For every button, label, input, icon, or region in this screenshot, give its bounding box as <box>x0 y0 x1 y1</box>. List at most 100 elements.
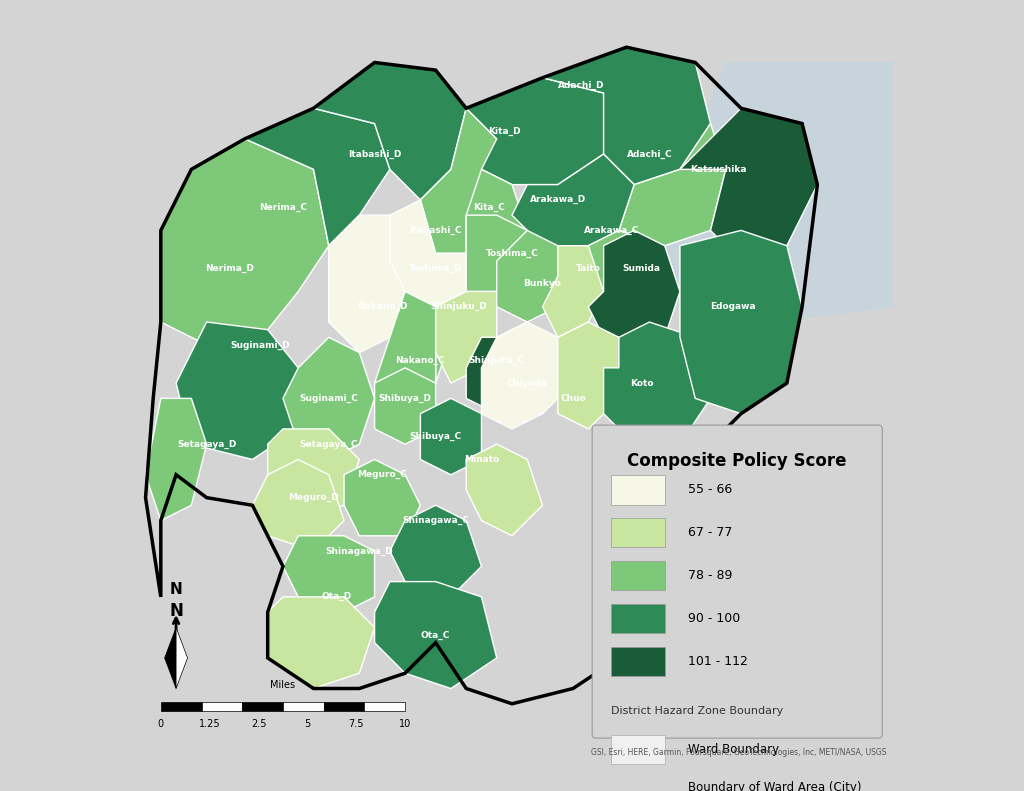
Text: Bunkyo: Bunkyo <box>523 279 561 289</box>
Polygon shape <box>512 154 634 246</box>
Text: 10: 10 <box>399 719 412 729</box>
Polygon shape <box>267 429 359 520</box>
Text: Ota_D: Ota_D <box>322 592 351 601</box>
FancyBboxPatch shape <box>611 735 665 764</box>
Polygon shape <box>680 230 802 414</box>
Text: Toshima_C: Toshima_C <box>485 248 539 258</box>
Text: Kita_D: Kita_D <box>488 127 520 136</box>
Text: Setagaya_D: Setagaya_D <box>177 440 237 448</box>
Text: Shinjuku_D: Shinjuku_D <box>430 302 487 312</box>
Text: District Hazard Zone Boundary: District Hazard Zone Boundary <box>611 706 783 717</box>
FancyBboxPatch shape <box>611 475 665 505</box>
Polygon shape <box>253 460 344 551</box>
Text: Nerima_C: Nerima_C <box>259 203 307 212</box>
Polygon shape <box>543 246 603 337</box>
Text: Shibuya_D: Shibuya_D <box>379 394 432 403</box>
Text: Adachi_D: Adachi_D <box>557 81 604 90</box>
Text: 5: 5 <box>304 719 310 729</box>
Bar <box>283 702 324 711</box>
Polygon shape <box>466 215 527 292</box>
Text: Ota_C: Ota_C <box>421 630 451 640</box>
Bar <box>161 702 202 711</box>
Text: 78 - 89: 78 - 89 <box>687 569 732 582</box>
Polygon shape <box>497 230 573 322</box>
Polygon shape <box>435 292 497 383</box>
Text: Chuo: Chuo <box>560 394 586 403</box>
Text: Katsushika: Katsushika <box>690 165 746 174</box>
Bar <box>243 702 283 711</box>
Polygon shape <box>589 230 680 353</box>
Polygon shape <box>145 399 207 520</box>
Text: Itabashi_C: Itabashi_C <box>410 226 462 235</box>
Polygon shape <box>375 581 497 688</box>
Polygon shape <box>329 215 406 353</box>
Text: Adachi_C: Adachi_C <box>627 149 672 159</box>
Polygon shape <box>481 322 573 429</box>
Text: Sumida: Sumida <box>623 264 660 273</box>
Bar <box>324 702 365 711</box>
Polygon shape <box>390 505 481 597</box>
Text: Nakano_C: Nakano_C <box>395 356 445 365</box>
Text: Setagaya_C: Setagaya_C <box>300 440 358 448</box>
Polygon shape <box>313 62 466 200</box>
Text: Miles: Miles <box>270 680 296 690</box>
Polygon shape <box>680 108 817 261</box>
Text: 90 - 100: 90 - 100 <box>687 611 740 625</box>
Text: 0: 0 <box>158 719 164 729</box>
Text: Arakawa_D: Arakawa_D <box>529 195 586 204</box>
Text: Ward Boundary: Ward Boundary <box>687 743 778 756</box>
Polygon shape <box>267 597 375 688</box>
Text: 101 - 112: 101 - 112 <box>687 654 748 668</box>
FancyBboxPatch shape <box>611 604 665 633</box>
Text: Meguro_C: Meguro_C <box>357 470 408 479</box>
Text: 7.5: 7.5 <box>348 719 364 729</box>
Text: Nakano_D: Nakano_D <box>357 302 408 312</box>
Polygon shape <box>466 445 543 536</box>
Polygon shape <box>283 536 375 612</box>
Polygon shape <box>573 230 665 307</box>
Polygon shape <box>176 322 298 460</box>
Bar <box>365 702 406 711</box>
Polygon shape <box>344 460 421 536</box>
Polygon shape <box>165 627 176 688</box>
Polygon shape <box>245 108 390 246</box>
Bar <box>202 702 243 711</box>
Text: Toshima_D: Toshima_D <box>409 264 463 273</box>
Text: Boundary of Ward Area (City): Boundary of Ward Area (City) <box>687 782 861 791</box>
Text: 1.25: 1.25 <box>199 719 220 729</box>
Text: Shibuya_C: Shibuya_C <box>410 432 462 441</box>
Text: 2.5: 2.5 <box>251 719 266 729</box>
Text: 67 - 77: 67 - 77 <box>687 526 732 539</box>
Text: Koto: Koto <box>630 379 653 388</box>
Polygon shape <box>375 368 435 445</box>
Polygon shape <box>543 47 711 184</box>
Text: Shinagawa_C: Shinagawa_C <box>402 516 469 525</box>
Text: Suginami_D: Suginami_D <box>230 340 290 350</box>
Polygon shape <box>603 322 711 445</box>
Text: Composite Policy Score: Composite Policy Score <box>628 452 847 470</box>
FancyBboxPatch shape <box>611 646 665 676</box>
FancyBboxPatch shape <box>611 518 665 547</box>
Polygon shape <box>618 123 726 246</box>
Text: Kita_C: Kita_C <box>473 203 505 212</box>
Polygon shape <box>421 108 497 253</box>
Polygon shape <box>466 78 603 184</box>
Text: 55 - 66: 55 - 66 <box>687 483 732 497</box>
Polygon shape <box>550 62 894 322</box>
Text: Itabashi_D: Itabashi_D <box>348 149 401 159</box>
Polygon shape <box>390 200 466 307</box>
Polygon shape <box>558 322 618 429</box>
Polygon shape <box>283 337 375 460</box>
Text: Shinjuku_C: Shinjuku_C <box>469 356 524 365</box>
Text: Edogawa: Edogawa <box>711 302 756 312</box>
Polygon shape <box>421 399 481 475</box>
Text: N: N <box>170 582 182 597</box>
FancyBboxPatch shape <box>611 774 665 791</box>
Text: GSI, Esri, HERE, Garmin, Foursquare, GeoTechnologies, Inc, METI/NASA, USGS: GSI, Esri, HERE, Garmin, Foursquare, Geo… <box>591 748 886 757</box>
FancyBboxPatch shape <box>592 425 883 738</box>
Polygon shape <box>161 138 329 345</box>
Polygon shape <box>466 169 527 261</box>
Polygon shape <box>375 292 451 399</box>
Text: Suginami_C: Suginami_C <box>299 394 358 403</box>
Polygon shape <box>466 322 543 414</box>
